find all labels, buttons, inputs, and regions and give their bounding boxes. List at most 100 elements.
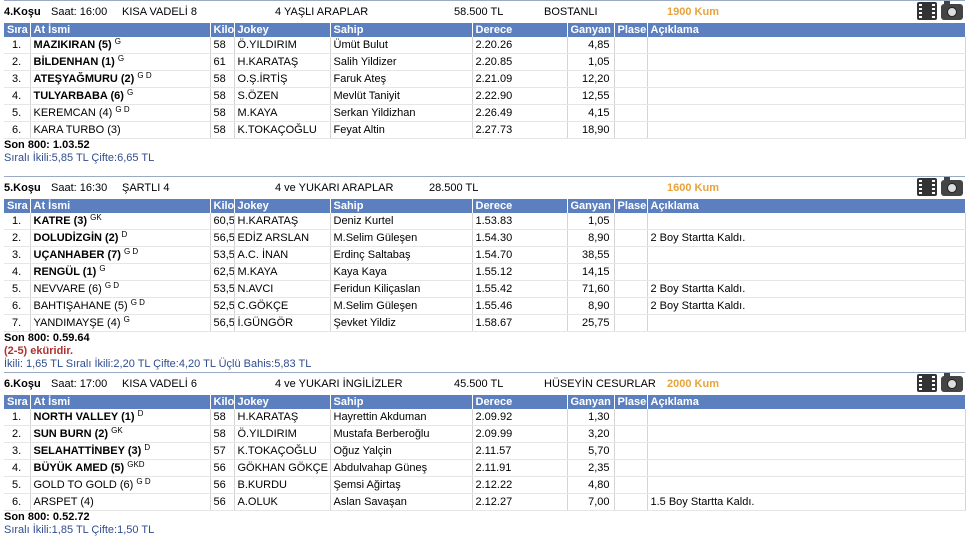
- horse-name[interactable]: ARSPET (4): [33, 496, 94, 508]
- owner-cell: Mevlüt Taniyit: [330, 87, 473, 105]
- column-header: Sahip: [330, 23, 473, 37]
- horse-name[interactable]: BİLDENHAN (1): [33, 56, 115, 68]
- column-header: Kilo: [210, 199, 235, 213]
- plase-cell: [614, 87, 648, 105]
- video-icon[interactable]: [917, 178, 937, 196]
- horse-name[interactable]: BÜYÜK AMED (5): [33, 462, 125, 474]
- horse-name[interactable]: DOLUDİZGİN (2): [33, 232, 119, 244]
- results-table: Sıra At İsmi Kilo Jokey Sahip Derece Ganyan Pla…: [4, 23, 966, 139]
- photo-icon[interactable]: [941, 1, 963, 20]
- horse-name-cell[interactable]: SELAHATTİNBEY (3) D: [30, 442, 211, 460]
- note-cell: [647, 53, 966, 71]
- table-row: 6. KARA TURBO (3) 58 K.TOKAÇOĞLU Feyat A…: [4, 121, 966, 139]
- horse-name[interactable]: MAZIKIRAN (5): [33, 39, 112, 51]
- horse-name-cell[interactable]: NEVVARE (6) G D: [30, 280, 211, 298]
- horse-name[interactable]: KEREMCAN (4): [33, 107, 113, 119]
- jockey-cell: H.KARATAŞ: [234, 53, 331, 71]
- owner-cell: Şevket Yildiz: [330, 314, 473, 332]
- horse-name[interactable]: KARA TURBO (3): [33, 124, 121, 136]
- horse-equipment: GK: [90, 213, 102, 222]
- horse-name-cell[interactable]: YANDIMAYŞE (4) G: [30, 314, 211, 332]
- plase-cell: [614, 314, 648, 332]
- race-media-icons: [917, 1, 963, 20]
- column-header: Açıklama: [647, 395, 966, 409]
- race-cup: HÜSEYİN CESURLAR: [544, 378, 656, 390]
- horse-name-cell[interactable]: KEREMCAN (4) G D: [30, 104, 211, 122]
- photo-icon[interactable]: [941, 177, 963, 196]
- video-icon[interactable]: [917, 374, 937, 392]
- time-cell: 2.09.92: [472, 409, 568, 426]
- horse-name-cell[interactable]: KATRE (3) GK: [30, 213, 211, 230]
- race-block: 4.Koşu Saat: 16:00 KISA VADELİ 8 4 YAŞLI…: [4, 0, 966, 165]
- horse-name[interactable]: SELAHATTİNBEY (3): [33, 445, 142, 457]
- race-category: 4 ve YUKARI ARAPLAR: [275, 182, 394, 194]
- table-row: 4. RENGÜL (1) G 62,5 M.KAYA Kaya Kaya 1.…: [4, 263, 966, 281]
- time-cell: 1.53.83: [472, 213, 568, 230]
- horse-name[interactable]: YANDIMAYŞE (4): [33, 317, 121, 329]
- horse-name-cell[interactable]: SUN BURN (2) GK: [30, 425, 211, 443]
- horse-name-cell[interactable]: BİLDENHAN (1) G: [30, 53, 211, 71]
- time-cell: 2.20.85: [472, 53, 568, 71]
- jockey-cell: C.GÖKÇE: [234, 297, 331, 315]
- horse-name-cell[interactable]: KARA TURBO (3): [30, 121, 211, 139]
- race-block: 5.Koşu Saat: 16:30 ŞARTLI 4 4 ve YUKARI …: [4, 176, 966, 371]
- horse-name-cell[interactable]: BÜYÜK AMED (5) GKD: [30, 459, 211, 477]
- ganyan-cell: 4,80: [567, 476, 615, 494]
- horse-equipment: G D: [130, 298, 145, 307]
- column-header: Derece: [472, 23, 568, 37]
- horse-name-cell[interactable]: DOLUDİZGİN (2) D: [30, 229, 211, 247]
- owner-cell: Feyat Altin: [330, 121, 473, 139]
- horse-name[interactable]: SUN BURN (2): [33, 428, 109, 440]
- time-cell: 1.54.30: [472, 229, 568, 247]
- horse-name[interactable]: GOLD TO GOLD (6): [33, 479, 134, 491]
- ganyan-cell: 3,20: [567, 425, 615, 443]
- weight-cell: 58: [210, 121, 235, 139]
- entry-note: (2-5) eküridir.: [4, 345, 74, 357]
- horse-name-cell[interactable]: ARSPET (4): [30, 493, 211, 511]
- column-header: Ganyan: [567, 395, 615, 409]
- horse-name[interactable]: NEVVARE (6): [33, 283, 102, 295]
- weight-cell: 56,5: [210, 229, 235, 247]
- horse-name-cell[interactable]: UÇANHABER (7) G D: [30, 246, 211, 264]
- horse-name[interactable]: TULYARBABA (6): [33, 90, 124, 102]
- race-time: Saat: 17:00: [51, 378, 108, 390]
- plase-cell: [614, 493, 648, 511]
- weight-cell: 58: [210, 104, 235, 122]
- horse-name[interactable]: ATEŞYAĞMURU (2): [33, 73, 135, 85]
- horse-name[interactable]: KATRE (3): [33, 215, 88, 227]
- position-cell: 5.: [4, 104, 31, 122]
- horse-equipment: G D: [137, 71, 152, 80]
- note-cell: [647, 425, 966, 443]
- column-header: Plase: [614, 199, 648, 213]
- table-header-row: Sıra At İsmi Kilo Jokey Sahip Derece Ganyan Pla…: [4, 199, 966, 213]
- horse-equipment: G D: [123, 247, 139, 256]
- time-cell: 2.22.90: [472, 87, 568, 105]
- position-cell: 3.: [4, 246, 31, 264]
- ganyan-cell: 18,90: [567, 121, 615, 139]
- ganyan-cell: 12,20: [567, 70, 615, 88]
- horse-name[interactable]: BAHTIŞAHANE (5): [33, 300, 128, 312]
- position-cell: 2.: [4, 425, 31, 443]
- bet-payouts: Sıralı İkili:5,85 TL Çifte:6,65 TL: [4, 152, 155, 164]
- ganyan-cell: 5,70: [567, 442, 615, 460]
- race-title: 5.Koşu: [4, 182, 41, 194]
- horse-name-cell[interactable]: MAZIKIRAN (5) G: [30, 37, 211, 54]
- position-cell: 2.: [4, 53, 31, 71]
- horse-name-cell[interactable]: ATEŞYAĞMURU (2) G D: [30, 70, 211, 88]
- column-header: Sıra: [4, 395, 31, 409]
- horse-name-cell[interactable]: NORTH VALLEY (1) D: [30, 409, 211, 426]
- horse-name-cell[interactable]: TULYARBABA (6) G: [30, 87, 211, 105]
- horse-name-cell[interactable]: RENGÜL (1) G: [30, 263, 211, 281]
- column-header: Açıklama: [647, 199, 966, 213]
- plase-cell: [614, 442, 648, 460]
- plase-cell: [614, 70, 648, 88]
- photo-icon[interactable]: [941, 373, 963, 392]
- horse-name[interactable]: NORTH VALLEY (1): [33, 411, 135, 423]
- video-icon[interactable]: [917, 2, 937, 20]
- horse-name-cell[interactable]: GOLD TO GOLD (6) G D: [30, 476, 211, 494]
- race-prize: 58.500 TL: [454, 6, 504, 18]
- horse-name[interactable]: UÇANHABER (7): [33, 249, 121, 261]
- horse-name-cell[interactable]: BAHTIŞAHANE (5) G D: [30, 297, 211, 315]
- column-header: At İsmi: [30, 199, 211, 213]
- horse-name[interactable]: RENGÜL (1): [33, 266, 97, 278]
